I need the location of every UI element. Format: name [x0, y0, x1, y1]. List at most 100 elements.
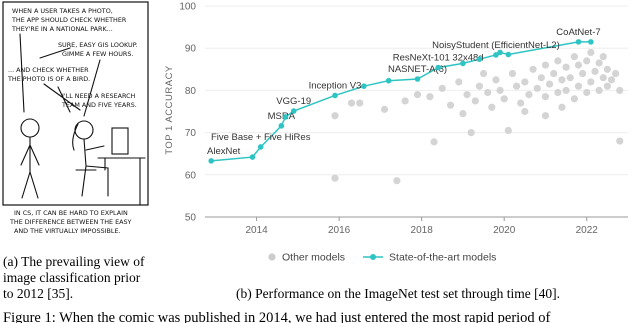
comic-text: TEAM AND FIVE YEARS. — [61, 101, 137, 109]
other-model-point — [537, 74, 545, 82]
other-model-point — [599, 74, 607, 82]
other-model-point — [599, 53, 607, 61]
sota-point — [282, 114, 289, 120]
other-model-point — [558, 76, 566, 84]
other-model-point — [512, 82, 521, 90]
other-model-point — [533, 84, 541, 92]
sota-point — [497, 49, 503, 56]
sota-point — [278, 123, 285, 129]
comic-caption: IN CS, IT CAN BE HARD TO EXPLAIN — [14, 209, 128, 217]
other-model-point — [347, 99, 356, 107]
sota-point — [476, 56, 483, 62]
other-model-point — [426, 93, 434, 101]
point-label: MSRA — [268, 111, 296, 122]
sota-point — [361, 83, 367, 89]
subcaption: (a) The prevailing view of — [3, 254, 145, 269]
other-model-point — [612, 69, 620, 78]
legend-label: State-of-the-art models — [389, 252, 496, 264]
other-model-point — [517, 99, 525, 107]
x-tick-label: 2022 — [576, 225, 599, 236]
sota-point — [575, 39, 582, 45]
other-model-point — [562, 86, 570, 94]
other-model-point — [500, 95, 508, 103]
sota-point — [208, 158, 214, 164]
comic-text: I'LL NEED A RESEARCH — [62, 92, 136, 100]
other-model-point — [455, 78, 463, 86]
other-model-point — [331, 174, 339, 182]
subcaption: image classification prior — [3, 270, 141, 285]
other-model-point — [570, 53, 578, 61]
other-model-point — [430, 138, 438, 146]
comic-text: SURE, EASY GIS LOOKUP. — [58, 41, 138, 49]
sota-point — [435, 64, 441, 71]
y-tick-label: 60 — [185, 170, 197, 181]
other-model-point — [521, 107, 529, 116]
other-model-point — [463, 91, 471, 99]
comic-text: THE PHOTO IS OF A BIRD. — [7, 75, 90, 83]
sota-point — [588, 39, 594, 45]
legend-marker — [268, 253, 276, 261]
other-model-point — [496, 86, 504, 94]
other-model-point — [583, 57, 591, 65]
x-tick-label: 2016 — [328, 225, 351, 236]
other-model-point — [459, 110, 467, 118]
other-model-point — [616, 137, 624, 145]
other-model-point — [380, 105, 389, 113]
sota-point — [493, 52, 499, 58]
y-tick-label: 100 — [179, 2, 196, 13]
other-model-point — [603, 65, 611, 73]
comic: WHEN A USER TAKES A PHOTO, THE APP SHOUL… — [2, 1, 149, 235]
sota-point — [460, 60, 466, 67]
other-model-point — [438, 84, 446, 92]
other-model-point — [579, 69, 587, 78]
other-model-point — [574, 61, 583, 69]
other-model-point — [471, 97, 479, 105]
sota-point — [505, 51, 512, 58]
other-model-point — [413, 91, 422, 99]
other-model-point — [401, 97, 409, 105]
y-axis-title: TOP 1 ACCURACY — [164, 65, 175, 155]
other-model-point — [508, 69, 517, 78]
other-model-point — [554, 88, 562, 97]
comic-text: THE APP SHOULD CHECK WHETHER — [11, 16, 127, 24]
other-model-point — [393, 177, 401, 185]
comic-text: ... AND CHECK WHETHER — [8, 66, 89, 74]
sota-point — [290, 108, 297, 114]
sota-point — [249, 154, 256, 160]
other-model-point — [475, 82, 484, 90]
other-model-point — [529, 65, 537, 73]
subcaption: to 2012 [35]. — [3, 286, 73, 301]
other-model-point — [525, 91, 533, 99]
other-model-point — [607, 76, 616, 84]
other-model-point — [587, 78, 595, 86]
comic-text: GIMME A FEW HOURS. — [62, 50, 133, 58]
sota-point — [257, 144, 264, 150]
y-tick-label: 50 — [185, 213, 197, 224]
other-model-point — [603, 82, 611, 90]
y-tick-label: 70 — [185, 128, 197, 139]
other-model-point — [331, 112, 339, 120]
sota-point — [332, 92, 338, 99]
x-tick-label: 2014 — [245, 225, 268, 236]
point-label: Inception V3 — [309, 80, 362, 91]
other-model-point — [488, 103, 496, 111]
y-tick-label: 90 — [185, 44, 197, 55]
comic-text: WHEN A USER TAKES A PHOTO, — [12, 7, 113, 15]
figure-caption: Figure 1: When the comic was published i… — [3, 310, 551, 323]
comic-caption: AND THE VIRTUALLY IMPOSSIBLE. — [14, 227, 121, 235]
other-model-point — [541, 93, 550, 101]
other-model-point — [554, 57, 562, 65]
other-model-point — [574, 82, 583, 90]
point-label: AlexNet — [207, 146, 241, 157]
comic-caption: THE DIFFERENCE BETWEEN THE EASY — [9, 218, 132, 226]
x-tick-label: 2020 — [493, 225, 516, 236]
other-model-point — [479, 69, 488, 78]
other-model-point — [467, 129, 475, 137]
x-tick-label: 2018 — [411, 225, 434, 236]
other-model-point — [591, 67, 599, 76]
y-tick-label: 80 — [185, 86, 197, 97]
other-model-point — [583, 88, 591, 97]
other-model-point — [492, 76, 500, 84]
other-model-point — [545, 80, 554, 88]
